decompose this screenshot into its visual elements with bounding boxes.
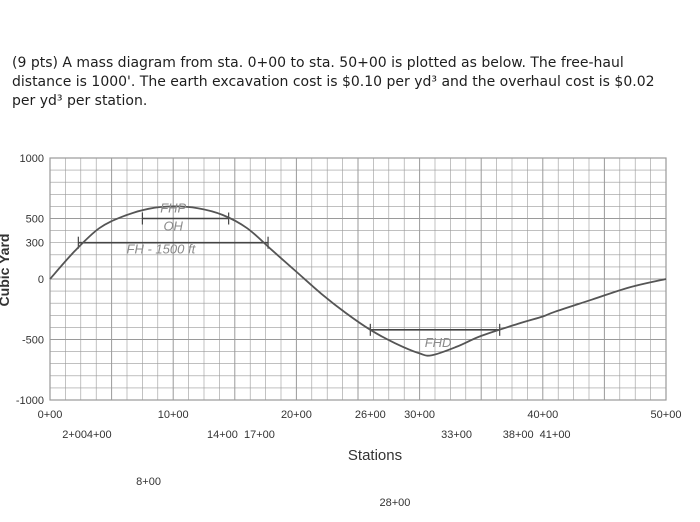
annotation-label: FH - 1500 ft	[127, 242, 197, 257]
x-tick-label: 20+00	[281, 409, 312, 421]
mass-curve	[49, 205, 667, 357]
y-axis-label: Cubic Yard	[0, 234, 12, 307]
y-tick-label: -500	[22, 335, 44, 347]
y-tick-label: 1000	[20, 153, 44, 165]
x-tick-label: 38+00	[503, 429, 534, 441]
x-tick-label: 28+00	[380, 497, 411, 509]
x-tick-label: 50+00	[651, 409, 682, 421]
mass-diagram-chart: FHP OH FH - 1500 ft FHD 1000 500 300 0 -500 -100…	[0, 140, 700, 517]
mass-diagram-svg: FHP OH FH - 1500 ft FHD 1000 500 300 0 -500 -100…	[0, 153, 682, 509]
curve-layer	[49, 205, 667, 357]
y-tick-label: 500	[26, 214, 44, 226]
y-tick-label: 0	[38, 274, 44, 286]
x-tick-label: 26+00	[355, 409, 386, 421]
guide-lines	[77, 212, 501, 336]
x-tick-label: 14+00	[207, 429, 238, 441]
y-tick-label: 300	[26, 238, 44, 250]
annotation-label: OH	[163, 219, 183, 234]
x-tick-label: 2+00	[62, 429, 87, 441]
grid	[49, 157, 667, 401]
x-tick-label: 0+00	[38, 409, 63, 421]
x-tick-label: 4+00	[87, 429, 112, 441]
y-tick-label: -1000	[16, 395, 44, 407]
annotations: FHP OH FH - 1500 ft FHD	[127, 200, 452, 349]
problem-line-1: (9 pts) A mass diagram from sta. 0+00 to…	[12, 55, 624, 71]
problem-statement: (9 pts) A mass diagram from sta. 0+00 to…	[12, 54, 692, 111]
x-tick-label: 10+00	[158, 409, 189, 421]
problem-line-3: per yd³ per station.	[12, 93, 148, 109]
annotation-label: FHP	[160, 200, 186, 215]
x-tick-label: 40+00	[527, 409, 558, 421]
x-tick-label: 33+00	[441, 429, 472, 441]
annotation-label: FHD	[425, 335, 452, 350]
x-tick-label: 17+00	[244, 429, 275, 441]
x-tick-label: 8+00	[136, 476, 161, 488]
x-axis-label: Stations	[348, 447, 402, 464]
x-tick-label: 41+00	[540, 429, 571, 441]
tick-labels: 1000 500 300 0 -500 -1000 0+00 10+00 20+00 26+00 3…	[16, 153, 682, 509]
problem-line-2: distance is 1000'. The earth excavation …	[12, 74, 655, 90]
x-tick-label: 30+00	[404, 409, 435, 421]
